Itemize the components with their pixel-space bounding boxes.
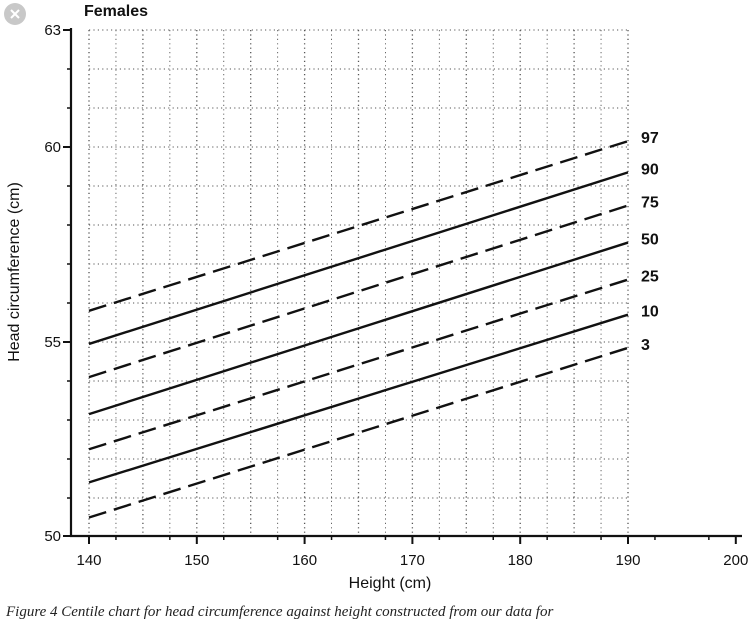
chart-title: Females bbox=[84, 3, 148, 20]
centile-line-25 bbox=[88, 278, 629, 451]
close-button[interactable] bbox=[4, 3, 26, 25]
x-tick-label: 140 bbox=[76, 552, 101, 569]
x-tick-label: 180 bbox=[508, 552, 533, 569]
close-icon bbox=[10, 9, 20, 19]
y-tick-label: 63 bbox=[44, 22, 61, 39]
y-tick-label: 55 bbox=[44, 334, 61, 351]
centile-label-97: 97 bbox=[641, 130, 659, 147]
centile-line-90 bbox=[88, 171, 629, 346]
x-tick-label: 200 bbox=[723, 552, 748, 569]
centile-label-25: 25 bbox=[641, 269, 659, 286]
centile-label-90: 90 bbox=[641, 161, 659, 178]
y-tick-label: 60 bbox=[44, 139, 61, 156]
centile-line-3 bbox=[88, 346, 629, 519]
x-axis-title: Height (cm) bbox=[349, 575, 432, 592]
x-tick-label: 170 bbox=[400, 552, 425, 569]
centile-line-50 bbox=[88, 241, 629, 416]
centile-label-75: 75 bbox=[641, 195, 659, 212]
centile-label-50: 50 bbox=[641, 232, 659, 249]
y-tick-label: 50 bbox=[44, 528, 61, 545]
x-tick-label: 150 bbox=[184, 552, 209, 569]
grid bbox=[88, 29, 629, 537]
figure-caption: Figure 4 Centile chart for head circumfe… bbox=[6, 604, 554, 620]
centile-label-10: 10 bbox=[641, 304, 659, 321]
series-group bbox=[88, 140, 629, 519]
y-axis-title: Head circumference (cm) bbox=[6, 182, 23, 362]
centile-line-75 bbox=[88, 204, 629, 379]
centile-line-97 bbox=[88, 140, 629, 312]
centile-line-10 bbox=[88, 313, 629, 484]
axes: 50 55 60 63 140 150 160 170 180 190 200 bbox=[44, 22, 748, 569]
labels-group: 97 90 75 50 25 10 3 bbox=[641, 130, 659, 354]
centile-label-3: 3 bbox=[641, 337, 650, 354]
x-tick-label: 190 bbox=[615, 552, 640, 569]
x-tick-label: 160 bbox=[292, 552, 317, 569]
